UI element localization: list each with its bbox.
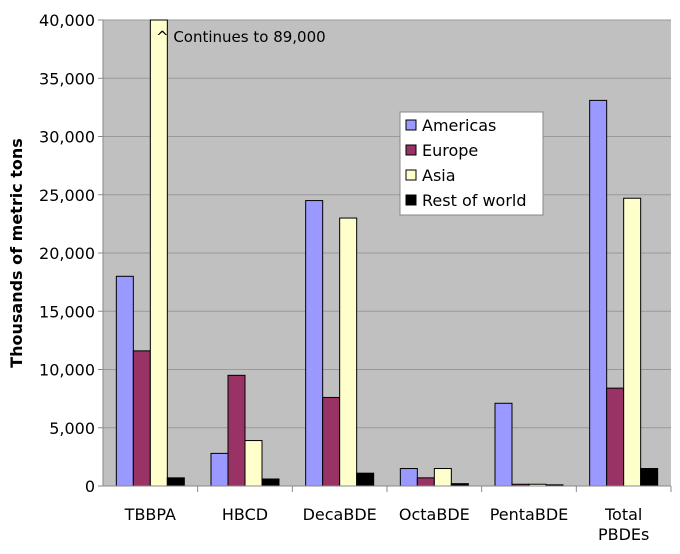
bar-americas: [210, 452, 229, 487]
x-tick-label: PentaBDE: [490, 505, 569, 524]
bar-europe: [606, 387, 625, 487]
x-tick-label: Total: [604, 505, 642, 524]
y-tick-label: 0: [85, 477, 95, 496]
bar-asia: [433, 468, 452, 487]
bar-americas: [589, 99, 608, 487]
legend-swatch: [405, 119, 417, 131]
y-tick-label: 25,000: [39, 186, 95, 205]
x-tick-label: TBBPA: [124, 505, 176, 524]
legend-swatch: [405, 169, 417, 181]
x-tick-label: PBDEs: [598, 525, 649, 544]
y-tick-label: 5,000: [49, 419, 95, 438]
legend-swatch: [405, 194, 417, 206]
bar-europe: [132, 350, 151, 487]
bar-rest-of-world: [640, 468, 659, 487]
bar-americas: [115, 275, 134, 487]
y-tick-label: 10,000: [39, 361, 95, 380]
x-tick-label: DecaBDE: [303, 505, 377, 524]
bar-asia: [339, 217, 358, 487]
legend-label: Europe: [422, 141, 478, 160]
y-tick-label: 15,000: [39, 302, 95, 321]
legend-label: Asia: [422, 166, 456, 185]
y-tick-label: 20,000: [39, 244, 95, 263]
legend-label: Rest of world: [422, 191, 527, 210]
bar-asia: [244, 440, 263, 487]
bar-rest-of-world: [356, 472, 375, 487]
legend: Americas Europe Asia Rest of world: [399, 111, 544, 216]
legend-swatch: [405, 144, 417, 156]
bar-americas: [399, 468, 418, 487]
y-tick-label: 40,000: [39, 11, 95, 30]
bar-asia: [149, 19, 168, 487]
annotation: ^ Continues to 89,000: [156, 28, 326, 46]
bar-americas: [494, 402, 513, 487]
bar-americas: [305, 200, 324, 487]
x-tick-label: HBCD: [222, 505, 268, 524]
bar-europe: [416, 477, 435, 487]
bar-rest-of-world: [166, 477, 185, 487]
bar-europe: [322, 396, 341, 487]
x-tick-label: OctaBDE: [399, 505, 470, 524]
y-tick-label: 35,000: [39, 69, 95, 88]
legend-label: Americas: [422, 116, 496, 135]
bar-asia: [623, 197, 642, 487]
y-axis-label: Thousands of metric tons: [7, 138, 26, 368]
bar-europe: [227, 374, 246, 487]
y-tick-label: 30,000: [39, 128, 95, 147]
bar-rest-of-world: [261, 478, 280, 487]
